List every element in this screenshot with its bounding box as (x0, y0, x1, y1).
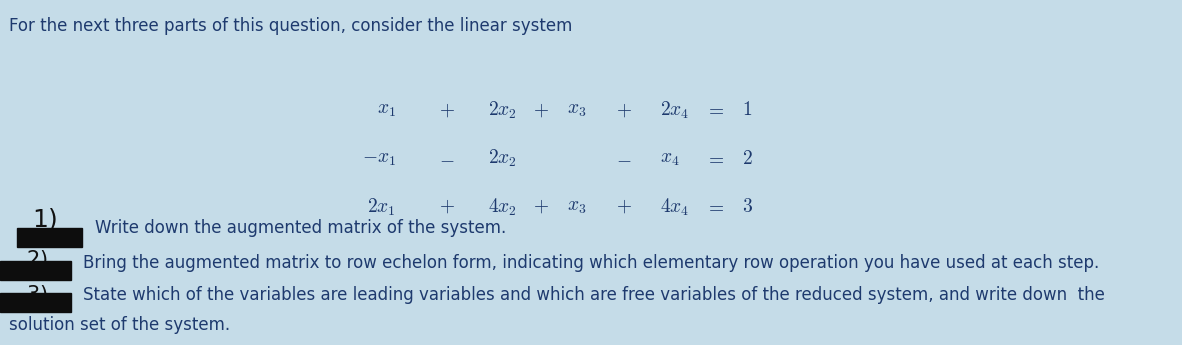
Text: $3$: $3$ (742, 198, 753, 216)
Text: $4x_4$: $4x_4$ (660, 196, 689, 218)
Text: Write down the augmented matrix of the system.: Write down the augmented matrix of the s… (95, 219, 506, 237)
Text: $-x_1$: $-x_1$ (362, 150, 396, 168)
Text: $+$: $+$ (439, 198, 455, 216)
Text: $+$: $+$ (616, 198, 632, 216)
Text: $+$: $+$ (533, 101, 550, 119)
Text: $\mathit{3)}$: $\mathit{3)}$ (26, 284, 47, 306)
Bar (0, 261, 71, 280)
Text: $+$: $+$ (533, 198, 550, 216)
Text: $=$: $=$ (706, 150, 725, 168)
Text: $2$: $2$ (742, 150, 753, 168)
Text: $+$: $+$ (439, 101, 455, 119)
Text: $4x_2$: $4x_2$ (488, 196, 517, 218)
Text: $2x_1$: $2x_1$ (368, 196, 396, 218)
Text: $2x_2$: $2x_2$ (488, 100, 517, 121)
Text: State which of the variables are leading variables and which are free variables : State which of the variables are leading… (83, 286, 1105, 304)
Text: Bring the augmented matrix to row echelon form, indicating which elementary row : Bring the augmented matrix to row echelo… (83, 254, 1099, 272)
Bar (17, 228, 82, 247)
Text: $-$: $-$ (616, 150, 632, 168)
Text: $=$: $=$ (706, 198, 725, 216)
Text: $2x_2$: $2x_2$ (488, 148, 517, 169)
Text: $+$: $+$ (616, 101, 632, 119)
Text: $x_3$: $x_3$ (567, 101, 586, 119)
Bar (0, 293, 71, 312)
Text: $2x_4$: $2x_4$ (660, 100, 689, 121)
Text: $x_4$: $x_4$ (660, 150, 680, 168)
Text: solution set of the system.: solution set of the system. (9, 316, 230, 334)
Text: $-$: $-$ (439, 150, 455, 168)
Text: $\mathit{1)}$: $\mathit{1)}$ (32, 206, 58, 233)
Text: $\mathit{2)}$: $\mathit{2)}$ (26, 248, 47, 271)
Text: $x_3$: $x_3$ (567, 198, 586, 216)
Text: $1$: $1$ (742, 101, 753, 119)
Text: $x_1$: $x_1$ (377, 101, 396, 119)
Text: $=$: $=$ (706, 101, 725, 119)
Text: For the next three parts of this question, consider the linear system: For the next three parts of this questio… (9, 17, 573, 35)
